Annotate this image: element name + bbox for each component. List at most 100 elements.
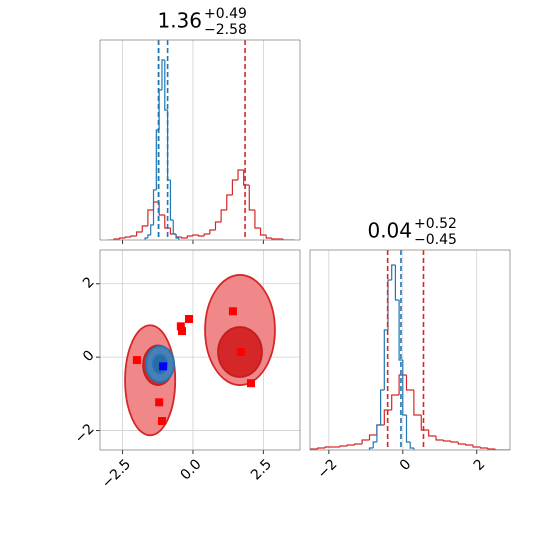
hist-bin	[398, 374, 407, 395]
x-tick-label: −2.5	[99, 456, 134, 491]
hist-bin	[391, 264, 396, 280]
hist-bin	[197, 235, 205, 237]
point	[159, 362, 168, 371]
hist-bin	[354, 443, 363, 445]
hist-bin	[383, 409, 392, 425]
hist-bin	[402, 360, 407, 416]
x-tick-label: 0	[397, 456, 415, 474]
hist-bin	[282, 239, 289, 240]
hist-bin	[150, 224, 154, 235]
hist-bin	[203, 233, 210, 236]
y-tick-label: 0	[80, 347, 98, 365]
x-tick-label: 0.0	[178, 456, 205, 483]
panel	[100, 250, 300, 450]
hist-bin	[405, 375, 414, 391]
title-minus: −0.45	[414, 232, 457, 248]
point	[185, 314, 194, 323]
hist-bin	[152, 189, 157, 225]
hist-bin	[164, 215, 171, 229]
hist-bin	[147, 234, 151, 238]
hist-bin	[450, 441, 459, 443]
title-minus: −2.58	[204, 22, 247, 38]
hist-bin	[220, 209, 227, 222]
hist-bin	[391, 394, 400, 410]
hist-bin	[226, 194, 233, 210]
y-tick-label: 2	[80, 274, 98, 292]
point	[236, 348, 245, 357]
hist-bin	[119, 237, 126, 239]
hist-bin	[380, 389, 385, 425]
title-plus: +0.52	[414, 216, 457, 232]
hist-bin	[231, 179, 239, 195]
hist-bin	[243, 170, 250, 186]
hist-bin	[209, 229, 216, 234]
title-value: 1.36	[157, 9, 202, 33]
panel	[310, 250, 510, 450]
hist-bin	[164, 60, 168, 111]
hist-bin	[368, 434, 377, 440]
hist-bin	[387, 279, 392, 330]
hist-bin	[317, 447, 326, 449]
x-tick-label: 2	[471, 456, 489, 474]
hist-bin	[130, 235, 137, 237]
hist-bin	[368, 447, 374, 450]
point	[157, 417, 166, 426]
hist-bin	[214, 221, 222, 230]
point	[132, 356, 141, 365]
hist-bin	[237, 169, 244, 180]
point	[228, 307, 237, 316]
hist-bin	[192, 234, 199, 236]
hist-bin	[494, 449, 503, 450]
hist-bin	[161, 59, 165, 90]
hist-bin	[361, 439, 370, 444]
hist-bin	[472, 445, 481, 448]
hist-bin	[479, 447, 488, 449]
hist-bin	[435, 436, 444, 441]
panel	[108, 40, 295, 240]
hist-bin	[398, 300, 403, 361]
hist-bin	[175, 234, 179, 239]
hist-bin	[186, 235, 193, 238]
title-plus: +0.49	[204, 6, 247, 22]
point	[177, 327, 186, 336]
hist-bin	[324, 446, 333, 448]
hist-bin	[428, 430, 437, 437]
axes-frame	[309, 249, 511, 451]
hist-bin	[136, 231, 143, 236]
x-tick-label: −2	[315, 456, 341, 482]
hist-bin	[248, 185, 255, 211]
hist-bin	[141, 225, 148, 232]
title-value: 0.04	[367, 219, 412, 243]
hist-bin	[144, 237, 148, 240]
hist-bin	[181, 237, 188, 239]
hist-bin	[346, 444, 355, 446]
hist-bin	[124, 236, 131, 238]
hist-bin	[405, 415, 411, 443]
hist-bin	[383, 329, 389, 390]
hist-bin	[376, 424, 381, 442]
hist-bin	[169, 180, 174, 221]
hist-bin	[259, 228, 267, 236]
hist-bin	[172, 220, 177, 235]
hist-bin	[413, 390, 422, 416]
hist-bin	[376, 424, 385, 435]
hist-bin	[158, 89, 162, 130]
hist-bin	[394, 265, 400, 301]
hist-bin	[271, 238, 278, 240]
hist-bin	[372, 441, 377, 448]
hist-bin	[420, 415, 429, 431]
hist-bin	[339, 445, 348, 447]
axes-frame	[99, 249, 301, 451]
hist-bin	[409, 442, 414, 449]
point	[176, 322, 185, 331]
hist-bin	[254, 210, 261, 229]
hist-bin	[175, 234, 182, 238]
hist-bin	[457, 442, 466, 445]
hist-bin	[465, 444, 474, 446]
hist-bin	[158, 202, 165, 216]
point	[246, 379, 255, 388]
point	[155, 398, 164, 407]
y-tick-label: −2	[72, 421, 98, 447]
x-tick-label: 2.5	[248, 456, 275, 483]
